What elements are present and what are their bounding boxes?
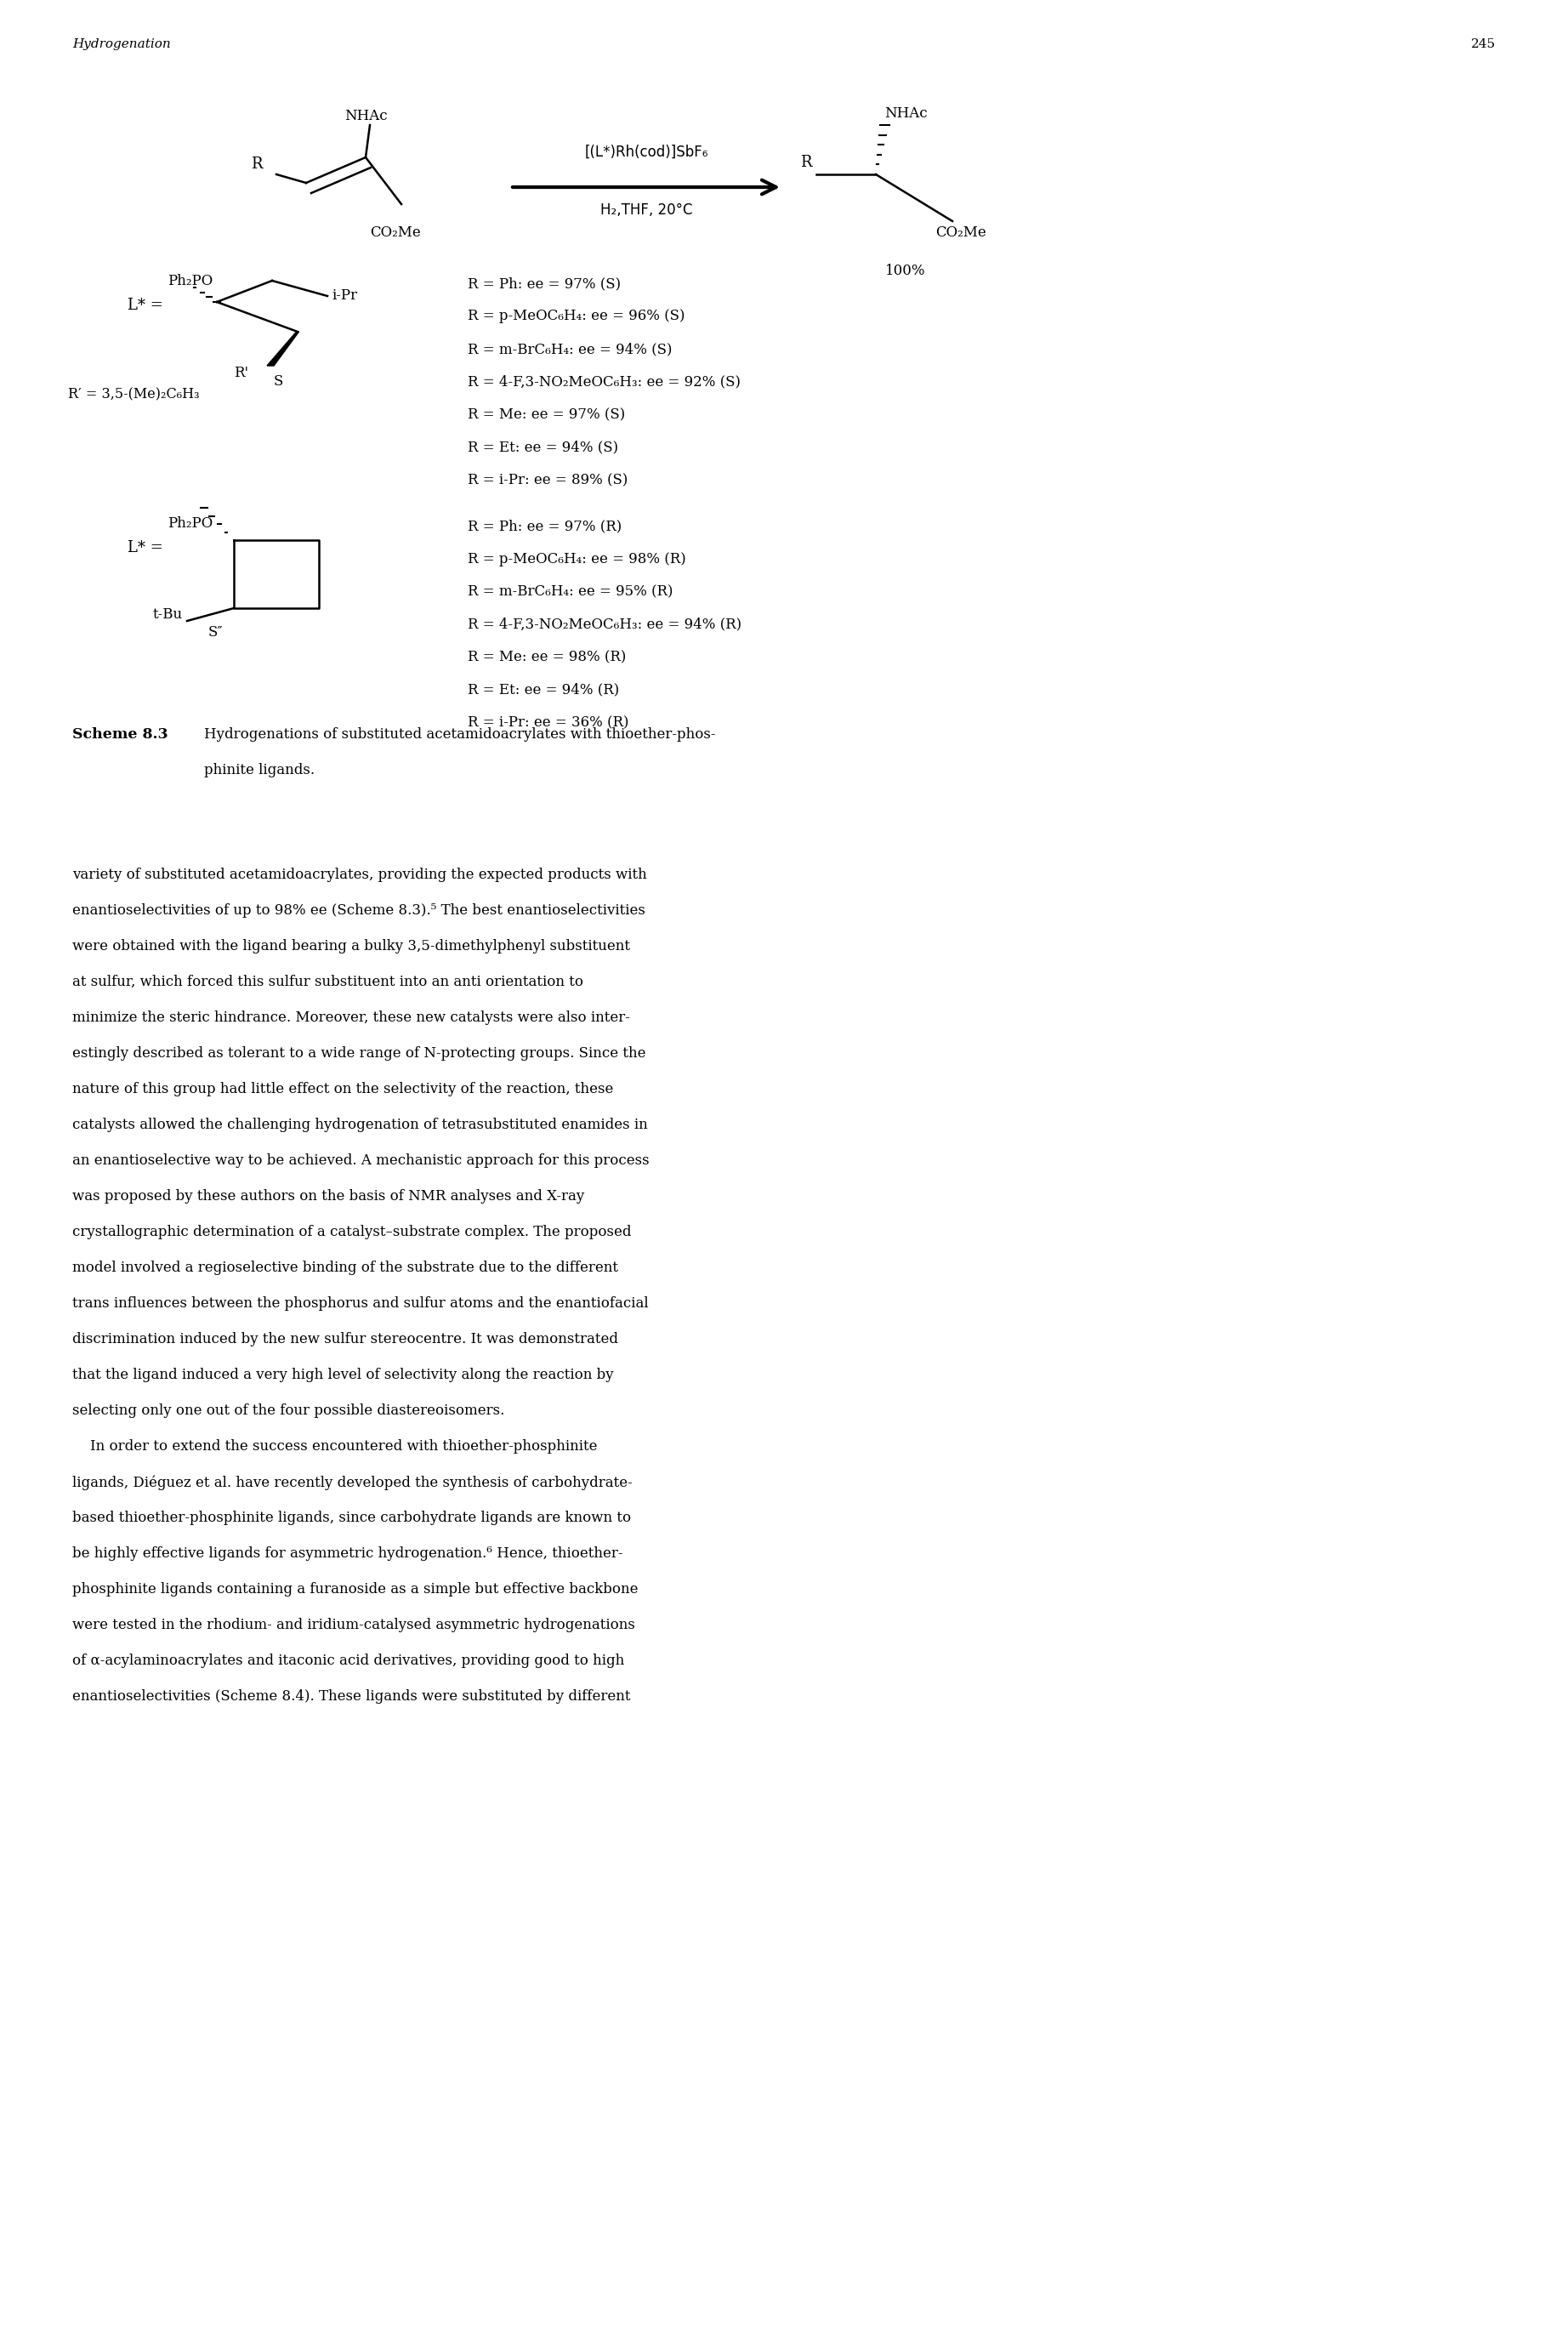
Text: i-Pr: i-Pr bbox=[331, 289, 358, 303]
Text: crystallographic determination of a catalyst–substrate complex. The proposed: crystallographic determination of a cata… bbox=[72, 1225, 632, 1239]
Text: R = p-MeOC₆H₄: ee = 96% (S): R = p-MeOC₆H₄: ee = 96% (S) bbox=[467, 310, 685, 324]
Text: R′ = 3,5-(Me)₂C₆H₃: R′ = 3,5-(Me)₂C₆H₃ bbox=[67, 388, 199, 402]
Text: Scheme 8.3: Scheme 8.3 bbox=[72, 726, 168, 741]
Text: discrimination induced by the new sulfur stereocentre. It was demonstrated: discrimination induced by the new sulfur… bbox=[72, 1333, 618, 1347]
Text: R = Me: ee = 97% (S): R = Me: ee = 97% (S) bbox=[467, 407, 626, 421]
Text: R: R bbox=[251, 158, 262, 172]
Text: R = Et: ee = 94% (S): R = Et: ee = 94% (S) bbox=[467, 440, 618, 454]
Text: R = m-BrC₆H₄: ee = 95% (R): R = m-BrC₆H₄: ee = 95% (R) bbox=[467, 585, 673, 600]
Text: R = m-BrC₆H₄: ee = 94% (S): R = m-BrC₆H₄: ee = 94% (S) bbox=[467, 341, 673, 357]
Text: R = Et: ee = 94% (R): R = Et: ee = 94% (R) bbox=[467, 682, 619, 696]
Text: R': R' bbox=[234, 367, 248, 381]
Text: CO₂Me: CO₂Me bbox=[370, 226, 420, 240]
Text: was proposed by these authors on the basis of NMR analyses and X-ray: was proposed by these authors on the bas… bbox=[72, 1190, 585, 1204]
Text: L* =: L* = bbox=[127, 541, 163, 555]
Text: CO₂Me: CO₂Me bbox=[936, 226, 986, 240]
Text: R = i-Pr: ee = 36% (R): R = i-Pr: ee = 36% (R) bbox=[467, 715, 629, 729]
Text: Ph₂PO: Ph₂PO bbox=[168, 517, 213, 531]
Text: Ph₂PO: Ph₂PO bbox=[168, 273, 213, 289]
Text: that the ligand induced a very high level of selectivity along the reaction by: that the ligand induced a very high leve… bbox=[72, 1368, 613, 1382]
Text: R = Ph: ee = 97% (R): R = Ph: ee = 97% (R) bbox=[467, 520, 622, 534]
Text: H₂,THF, 20°C: H₂,THF, 20°C bbox=[601, 202, 693, 219]
Text: Hydrogenation: Hydrogenation bbox=[72, 38, 171, 49]
Text: phosphinite ligands containing a furanoside as a simple but effective backbone: phosphinite ligands containing a furanos… bbox=[72, 1582, 638, 1596]
Text: NHAc: NHAc bbox=[884, 106, 927, 120]
Text: estingly described as tolerant to a wide range of N-protecting groups. Since the: estingly described as tolerant to a wide… bbox=[72, 1046, 646, 1060]
Text: R = i-Pr: ee = 89% (S): R = i-Pr: ee = 89% (S) bbox=[467, 473, 627, 487]
Text: Hydrogenations of substituted acetamidoacrylates with thioether-phos-: Hydrogenations of substituted acetamidoa… bbox=[204, 726, 715, 741]
Text: ligands, Diéguez et al. have recently developed the synthesis of carbohydrate-: ligands, Diéguez et al. have recently de… bbox=[72, 1474, 632, 1491]
Text: 245: 245 bbox=[1471, 38, 1496, 49]
Text: be highly effective ligands for asymmetric hydrogenation.⁶ Hence, thioether-: be highly effective ligands for asymmetr… bbox=[72, 1547, 622, 1561]
Text: catalysts allowed the challenging hydrogenation of tetrasubstituted enamides in: catalysts allowed the challenging hydrog… bbox=[72, 1117, 648, 1133]
Text: at sulfur, which forced this sulfur substituent into an anti orientation to: at sulfur, which forced this sulfur subs… bbox=[72, 976, 583, 990]
Text: model involved a regioselective binding of the substrate due to the different: model involved a regioselective binding … bbox=[72, 1260, 618, 1274]
Text: trans influences between the phosphorus and sulfur atoms and the enantiofacial: trans influences between the phosphorus … bbox=[72, 1295, 649, 1312]
Text: R = 4-F,3-NO₂MeOC₆H₃: ee = 92% (S): R = 4-F,3-NO₂MeOC₆H₃: ee = 92% (S) bbox=[467, 374, 740, 390]
Text: enantioselectivities of up to 98% ee (Scheme 8.3).⁵ The best enantioselectivitie: enantioselectivities of up to 98% ee (Sc… bbox=[72, 903, 646, 917]
Text: R = Ph: ee = 97% (S): R = Ph: ee = 97% (S) bbox=[467, 277, 621, 292]
Text: nature of this group had little effect on the selectivity of the reaction, these: nature of this group had little effect o… bbox=[72, 1081, 613, 1096]
Text: phinite ligands.: phinite ligands. bbox=[204, 764, 315, 778]
Text: based thioether-phosphinite ligands, since carbohydrate ligands are known to: based thioether-phosphinite ligands, sin… bbox=[72, 1512, 630, 1526]
Text: S″: S″ bbox=[207, 625, 223, 639]
Text: variety of substituted acetamidoacrylates, providing the expected products with: variety of substituted acetamidoacrylate… bbox=[72, 868, 648, 882]
Text: minimize the steric hindrance. Moreover, these new catalysts were also inter-: minimize the steric hindrance. Moreover,… bbox=[72, 1011, 630, 1025]
Text: t-Bu: t-Bu bbox=[154, 609, 183, 623]
Text: selecting only one out of the four possible diastereoisomers.: selecting only one out of the four possi… bbox=[72, 1404, 505, 1418]
Text: R = Me: ee = 98% (R): R = Me: ee = 98% (R) bbox=[467, 649, 626, 665]
Text: R = p-MeOC₆H₄: ee = 98% (R): R = p-MeOC₆H₄: ee = 98% (R) bbox=[467, 552, 685, 567]
Text: L* =: L* = bbox=[127, 299, 163, 313]
Text: were obtained with the ligand bearing a bulky 3,5-dimethylphenyl substituent: were obtained with the ligand bearing a … bbox=[72, 938, 630, 955]
Text: of α-acylaminoacrylates and itaconic acid derivatives, providing good to high: of α-acylaminoacrylates and itaconic aci… bbox=[72, 1653, 624, 1667]
Text: S: S bbox=[274, 374, 284, 388]
Text: an enantioselective way to be achieved. A mechanistic approach for this process: an enantioselective way to be achieved. … bbox=[72, 1154, 649, 1168]
Text: R: R bbox=[801, 155, 812, 169]
Text: 100%: 100% bbox=[886, 263, 925, 277]
Text: In order to extend the success encountered with thioether-phosphinite: In order to extend the success encounter… bbox=[72, 1439, 597, 1453]
Text: were tested in the rhodium- and iridium-catalysed asymmetric hydrogenations: were tested in the rhodium- and iridium-… bbox=[72, 1617, 635, 1632]
Polygon shape bbox=[267, 331, 299, 367]
Text: NHAc: NHAc bbox=[345, 108, 387, 122]
Text: [(L*)Rh(cod)]SbF₆: [(L*)Rh(cod)]SbF₆ bbox=[585, 146, 709, 160]
Text: R = 4-F,3-NO₂MeOC₆H₃: ee = 94% (R): R = 4-F,3-NO₂MeOC₆H₃: ee = 94% (R) bbox=[467, 616, 742, 632]
Text: enantioselectivities (Scheme 8.4). These ligands were substituted by different: enantioselectivities (Scheme 8.4). These… bbox=[72, 1690, 630, 1704]
